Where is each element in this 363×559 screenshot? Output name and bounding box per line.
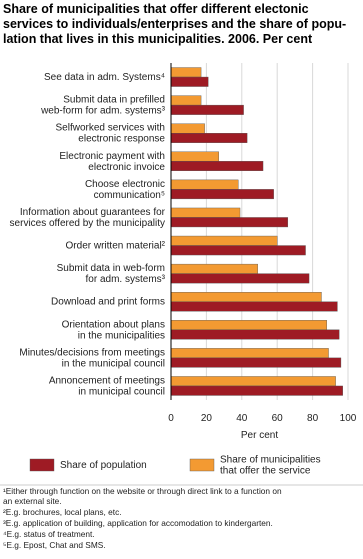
y-tick-label: Selfworked services with electronic respo… xyxy=(56,122,166,144)
bar xyxy=(170,67,202,78)
footnote: ²E.g. brochures, local plans, etc. xyxy=(3,507,122,517)
footnote: ⁵E.g. Epost, Chat and SMS. xyxy=(3,540,106,550)
x-tick-label: 80 xyxy=(307,413,319,424)
bar xyxy=(170,123,205,134)
x-axis-label: Per cent xyxy=(241,430,278,441)
y-tick-label: Order written material² xyxy=(66,240,166,251)
bar xyxy=(170,329,340,340)
bar xyxy=(170,385,343,396)
y-tick-label: Information about guarantees for services… xyxy=(10,207,166,229)
y-tick-label: Electronic payment with electronic invoic… xyxy=(59,150,165,172)
bar xyxy=(170,235,278,246)
y-tick-label: Choose electronic communication⁵ xyxy=(85,179,165,201)
bar xyxy=(170,273,310,284)
x-tick-label: 20 xyxy=(201,413,213,424)
y-tick-label: Submit data in web-form for adm. systems³ xyxy=(57,263,166,285)
chart-title: Share of municipalities that offer diffe… xyxy=(3,2,346,46)
legend-swatch xyxy=(29,458,55,472)
y-tick-label: Minutes/decisions from meetings in the mu… xyxy=(19,347,165,369)
bar xyxy=(170,189,274,200)
bar xyxy=(170,151,219,162)
bar xyxy=(170,76,209,87)
y-tick-label: Download and print forms xyxy=(51,296,165,307)
bar xyxy=(170,161,264,171)
y-tick-label: Submit data in prefilled web-form for adm… xyxy=(40,94,166,116)
bar xyxy=(170,217,289,228)
y-tick-label: Annoncement of meetings in municipal coun… xyxy=(49,375,165,397)
bar xyxy=(170,104,244,115)
x-tick-label: 100 xyxy=(340,413,357,424)
x-tick-label: 40 xyxy=(236,413,248,424)
y-tick-label: Orientation about plans in the municipali… xyxy=(62,319,165,341)
legend-label: Share of population xyxy=(60,460,147,471)
bar xyxy=(170,376,336,387)
bar xyxy=(170,95,202,106)
legend-swatch xyxy=(189,458,215,472)
footnote: ³E.g. application of building, applicati… xyxy=(3,518,273,528)
bar xyxy=(170,320,327,330)
legend-label: Share of municipalities that offer the se… xyxy=(220,454,321,476)
bar xyxy=(170,357,342,368)
bar xyxy=(170,301,338,312)
bar xyxy=(170,207,241,218)
bar xyxy=(170,133,248,143)
bar xyxy=(170,263,258,274)
bar xyxy=(170,179,239,190)
bar xyxy=(170,292,322,302)
x-tick-label: 60 xyxy=(272,413,284,424)
x-tick-label: 0 xyxy=(168,413,174,424)
bar xyxy=(170,245,306,256)
footnote: ¹Either through function on the website … xyxy=(3,486,282,506)
bar xyxy=(170,348,329,359)
footnote: ⁴E.g. status of treatment. xyxy=(3,529,95,539)
y-tick-label: See data in adm. Systems⁴ xyxy=(44,72,165,83)
